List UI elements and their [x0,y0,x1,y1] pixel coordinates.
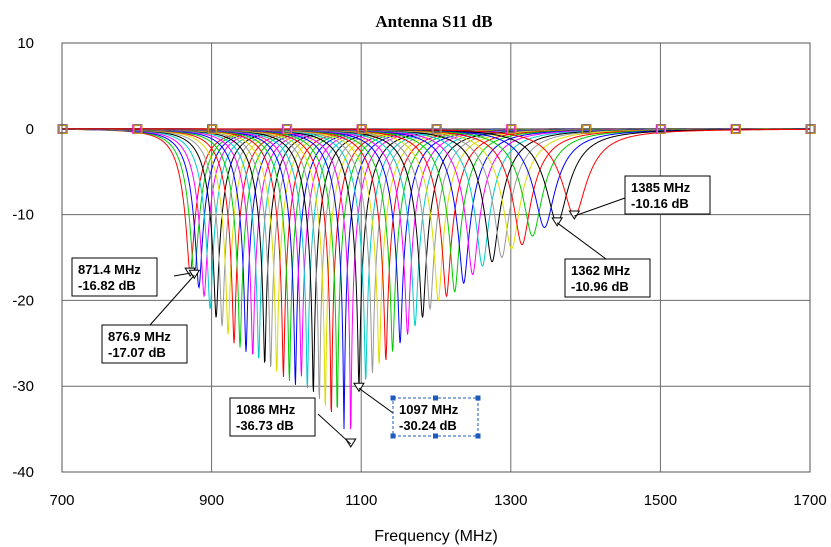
annotation-leader [173,272,191,277]
y-tick-labels: 10 0 -10 -20 -30 -40 [12,35,34,481]
sample-marker [582,124,592,134]
selection-handle [433,433,438,439]
annotation-frequency: 1385 MHz [631,180,691,195]
sample-marker [132,124,142,134]
annotation-db: -10.16 dB [631,196,689,211]
x-tick-label: 700 [49,492,74,509]
annotation-leader [556,222,607,260]
annotation-leader [574,197,626,217]
sample-marker [432,124,442,134]
sample-marker [507,124,517,134]
selection-handle [475,395,481,401]
annotation-leader [149,274,195,326]
y-tick-label: -40 [12,464,34,481]
sample-marker [208,124,218,134]
marker-triangle [188,269,201,280]
annotation-db: -10.96 dB [571,279,629,294]
y-tick-label: -30 [12,378,34,395]
s11-curves [62,128,810,430]
x-tick-label: 900 [199,492,224,509]
sample-marker [133,124,143,134]
annotation-leader [317,413,352,445]
sample-marker [731,124,741,134]
sample-marker [506,124,516,134]
annotation-frequency: 876.9 MHz [108,329,171,344]
annotation-box [564,258,651,298]
annotation-db: -16.82 dB [78,278,136,293]
annotation-frequency: 1097 MHz [399,402,459,417]
sample-marker [283,124,293,134]
annotation-box [101,324,188,364]
sample-marker [581,124,591,134]
sample-marker [656,124,666,134]
annotation-box [624,175,711,215]
sample-marker [357,124,367,134]
annotation-frequency: 1086 MHz [236,402,296,417]
sample-marker [282,124,292,134]
x-tick-label: 1500 [644,492,677,509]
x-tick-label: 1300 [494,492,527,509]
sample-marker [357,124,367,134]
x-tick-labels: 700 900 1100 1300 1500 1700 [49,492,826,509]
selection-handle [433,395,438,401]
sample-marker [657,124,667,134]
marker-triangle [344,438,357,448]
annotation-box [229,397,316,437]
y-tick-label: 0 [26,121,34,138]
selection-handle [475,433,481,439]
annotation-db: -36.73 dB [236,418,294,433]
marker-annotations: 871.4 MHz-16.82 dB 876.9 MHz-17.07 dB 1086… [71,175,711,448]
annotation-db: -17.07 dB [108,345,166,360]
annotation-box [71,257,158,297]
selection-handle [390,395,396,401]
sample-marker [58,124,68,134]
x-tick-label: 1700 [793,492,826,509]
y-tick-label: -20 [12,292,34,309]
sample-marker [432,124,442,134]
y-tick-label: -10 [12,207,34,224]
annotation-frequency: 871.4 MHz [78,262,141,277]
sample-marker [207,124,217,134]
annotation-leader [358,387,394,414]
plot-frame [61,42,811,473]
chart-title: Antenna S11 dB [375,12,492,31]
selection-handle [390,433,396,439]
sample-marker [58,124,68,134]
sample-marker [806,124,816,134]
marker-triangle [551,217,564,227]
sample-marker [731,124,741,134]
annotation-box [392,397,479,437]
sample-markers [57,124,816,134]
marker-triangle [353,382,365,393]
x-tick-label: 1100 [345,492,377,509]
annotation-db: -30.24 dB [399,418,457,433]
y-tick-label: 10 [17,35,34,52]
sample-marker [806,124,816,134]
annotation-frequency: 1362 MHz [571,263,631,278]
series-line [62,128,810,217]
x-axis-label: Frequency (MHz) [374,528,498,545]
